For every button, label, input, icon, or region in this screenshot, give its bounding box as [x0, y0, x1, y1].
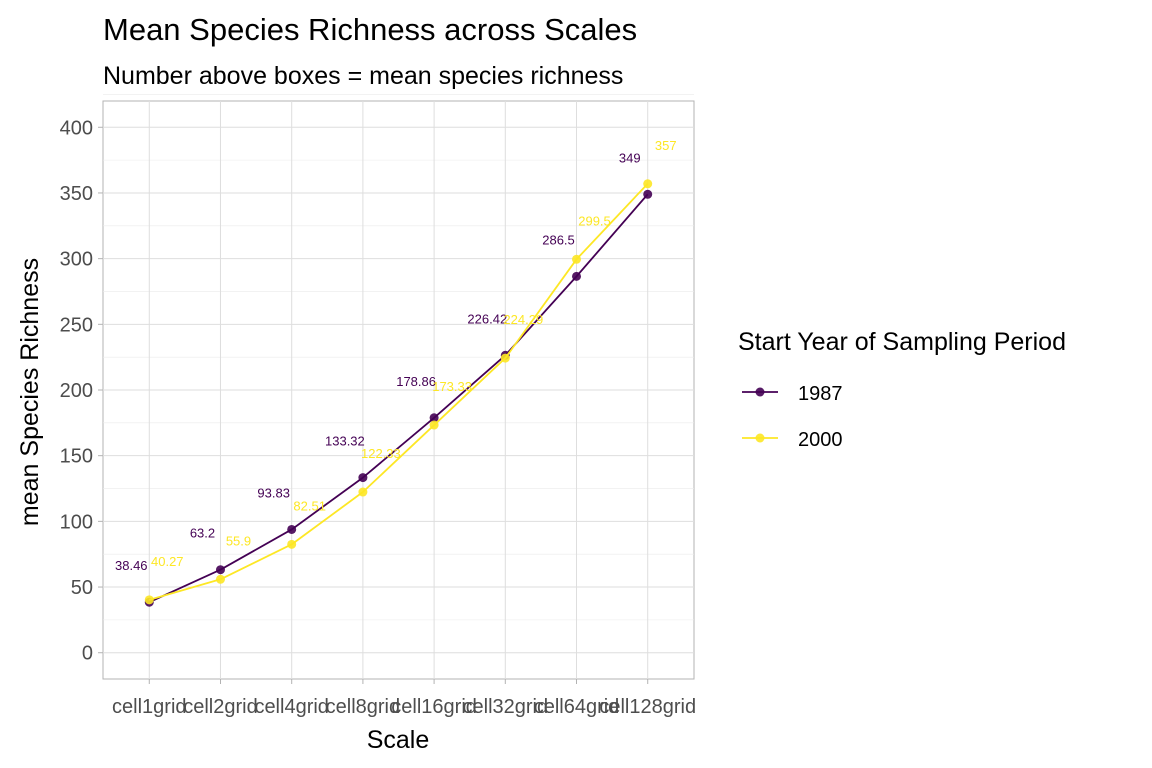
series-line-2000 — [149, 183, 649, 601]
y-tick-label: 250 — [60, 314, 93, 336]
grid-lines — [103, 94, 694, 679]
data-point — [572, 254, 582, 264]
data-label: 226.42 — [467, 311, 507, 326]
y-axis-title: mean Species Richness — [16, 258, 44, 526]
data-label: 357 — [655, 138, 677, 153]
y-tick-label: 300 — [60, 249, 93, 271]
x-axis-title: Scale — [367, 726, 430, 754]
legend: Start Year of Sampling Period 1987 2000 — [738, 328, 1066, 451]
data-label: 286.5 — [542, 232, 575, 247]
legend-title: Start Year of Sampling Period — [738, 328, 1066, 356]
data-point — [643, 179, 653, 189]
data-label: 224.29 — [503, 312, 543, 327]
x-tick-label: cell16grid — [391, 696, 477, 718]
x-tick-label: cell1grid — [112, 696, 186, 718]
data-label: 133.32 — [325, 434, 365, 449]
data-label: 63.2 — [190, 526, 215, 541]
x-tick-label: cell128grid — [599, 696, 696, 718]
legend-label: 2000 — [798, 429, 843, 451]
x-tick-label: cell64grid — [534, 696, 620, 718]
y-tick-label: 200 — [60, 380, 93, 402]
chart-subtitle: Number above boxes = mean species richne… — [103, 62, 623, 90]
x-axis-ticks: cell1gridcell2gridcell4gridcell8gridcell… — [112, 679, 696, 718]
data-label: 299.5 — [578, 213, 611, 228]
x-tick-label: cell8grid — [326, 696, 400, 718]
series-line-1987 — [148, 193, 649, 604]
y-tick-label: 100 — [60, 511, 93, 533]
legend-key-point — [755, 433, 765, 443]
legend-key-point — [755, 387, 765, 397]
y-axis-ticks: 0 50 100 150 200 250 300 350 400 — [60, 117, 103, 665]
legend-label: 1987 — [798, 383, 843, 405]
chart-title: Mean Species Richness across Scales — [103, 12, 637, 47]
data-label: 38.46 — [115, 558, 148, 573]
data-point — [215, 565, 225, 575]
data-point — [215, 574, 225, 584]
data-point — [287, 539, 297, 549]
x-tick-label: cell4grid — [254, 696, 328, 718]
data-point — [287, 524, 297, 534]
y-tick-label: 150 — [60, 446, 93, 468]
data-label: 122.33 — [361, 446, 401, 461]
data-point — [500, 353, 510, 363]
x-tick-label: cell32grid — [463, 696, 549, 718]
series-lines — [144, 179, 653, 607]
data-point — [572, 271, 582, 281]
data-point — [358, 473, 368, 483]
data-label: 55.9 — [226, 533, 251, 548]
data-label: 40.27 — [151, 554, 184, 569]
data-label: 173.33 — [432, 379, 472, 394]
data-point — [429, 413, 439, 423]
y-tick-label: 0 — [82, 643, 93, 665]
data-point — [643, 189, 653, 199]
data-label: 349 — [619, 150, 641, 165]
data-labels: 38.46 63.2 93.83 133.32 178.86 226.42 286.5 349… — [115, 138, 677, 573]
y-tick-label: 400 — [60, 117, 93, 139]
data-label: 178.86 — [396, 374, 436, 389]
x-tick-label: cell2grid — [183, 696, 257, 718]
data-label: 82.51 — [293, 498, 326, 513]
data-label: 93.83 — [257, 485, 290, 500]
data-point — [429, 420, 439, 430]
y-tick-label: 50 — [71, 577, 93, 599]
data-point — [358, 487, 368, 497]
data-point — [144, 595, 154, 605]
y-tick-label: 350 — [60, 183, 93, 205]
